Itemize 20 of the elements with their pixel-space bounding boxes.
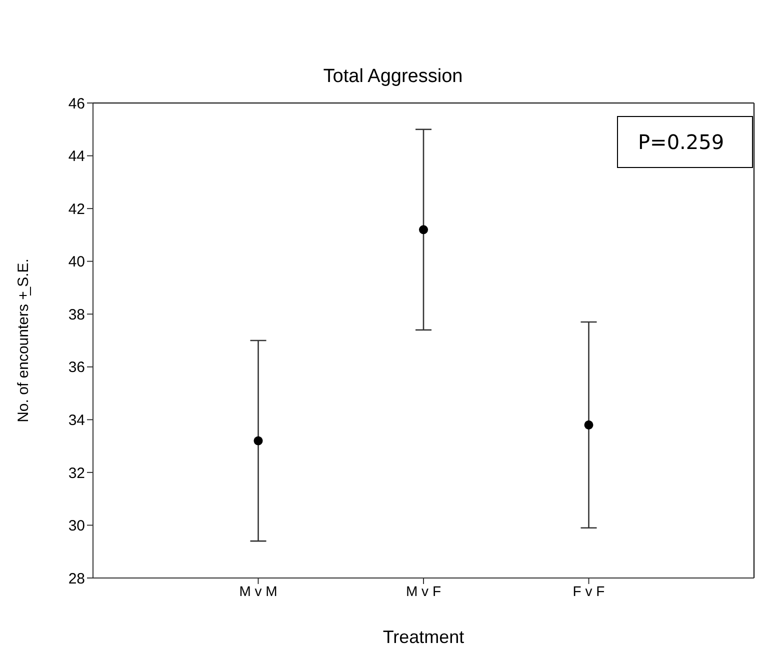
y-tick-label: 36 <box>68 359 85 376</box>
annotation: P=0.259 <box>617 116 753 168</box>
point <box>418 225 428 234</box>
y-tick-label: 32 <box>68 464 85 482</box>
y-axis-title: No. of encounters +̲ S.E. <box>15 258 32 422</box>
x-axis-title: Treatment <box>382 627 464 647</box>
x-tick-label: M v F <box>406 582 441 599</box>
point <box>254 436 263 446</box>
y-tick-label: 30 <box>68 518 85 535</box>
x-tick-label: M v M <box>239 582 278 599</box>
x-tick-label: F v F <box>572 582 605 599</box>
y-tick-label: 42 <box>68 200 85 218</box>
y-tick-label: 28 <box>68 570 85 588</box>
y-tick-label: 40 <box>68 254 85 271</box>
y-tick-label: 34 <box>68 412 85 429</box>
y-tick-label: 44 <box>68 148 85 166</box>
y-tick-label: 46 <box>68 95 85 112</box>
y-tick-label: 38 <box>68 306 85 324</box>
point <box>584 420 594 430</box>
chart-title: Total Aggression <box>322 66 464 88</box>
